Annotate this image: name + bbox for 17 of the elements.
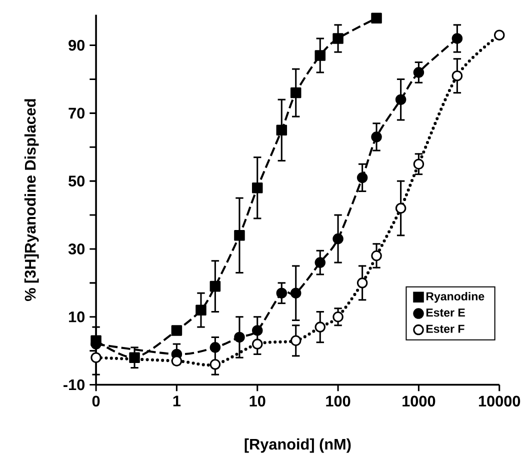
legend-label: Ryanodine: [426, 292, 484, 303]
y-tick-label: 10: [69, 311, 85, 322]
y-tick-label: -10: [64, 379, 85, 390]
x-tick-label: 100: [326, 396, 350, 407]
y-tick-label: 70: [68, 108, 85, 119]
x-tick-label: 1000: [402, 396, 436, 407]
x-tick-label: 10: [250, 396, 266, 407]
legend-label: Ester F: [426, 324, 464, 333]
y-axis-title: % [3H]Ryanodine Displaced: [24, 99, 39, 301]
x-tick-label: 10000: [478, 396, 520, 407]
x-axis-title: [Ryanoid] (nM): [244, 438, 351, 453]
x-tick-label: 0: [92, 396, 100, 407]
x-tick-label: 1: [173, 396, 181, 406]
y-tick-label: 30: [68, 244, 85, 254]
y-tick-label: 50: [68, 176, 85, 186]
legend-label: Ester E: [426, 308, 465, 317]
y-tick-label: 90: [68, 40, 85, 51]
